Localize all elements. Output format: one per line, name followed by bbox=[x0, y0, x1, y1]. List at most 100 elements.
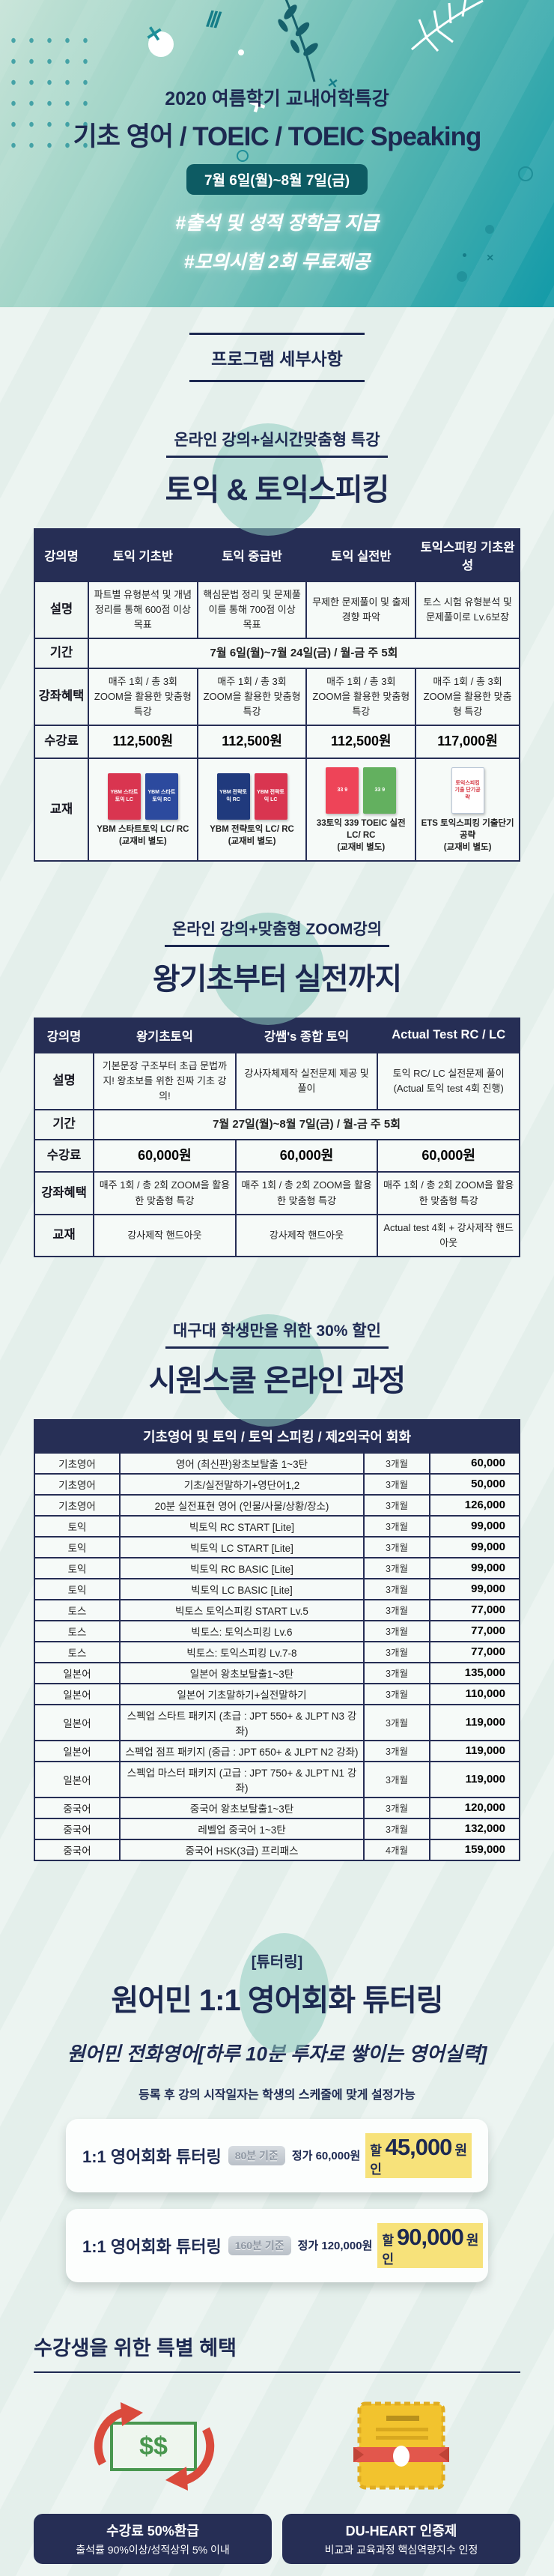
course-category: 토익 bbox=[34, 1535, 121, 1558]
textbook-cover: YBM 스타트 토익 LC bbox=[107, 773, 141, 820]
course-duration: 4개월 bbox=[363, 1838, 430, 1861]
page-title: 기초 영어 / TOEIC / TOEIC Speaking bbox=[73, 122, 482, 151]
course-duration: 3개월 bbox=[363, 1598, 430, 1621]
course-category: 토익 bbox=[34, 1514, 121, 1538]
course-category: 토스 bbox=[34, 1640, 121, 1663]
course-price: 110,000 bbox=[429, 1682, 520, 1705]
ring-decoration bbox=[518, 166, 533, 181]
description-row: 설명 기본문장 구조부터 초급 문법까지! 왕초보를 위한 진짜 기초 강의! … bbox=[33, 1051, 520, 1111]
section-siwonschool-online: 대구대 학생만을 위한 30% 할인 시원스쿨 온라인 과정 기초영어 및 토익… bbox=[0, 1313, 554, 1861]
benefit-refund: $$ 수강료 50%환급 출석률 90%이상/성적상위 5% 이내 bbox=[34, 2391, 272, 2564]
course-duration: 3개월 bbox=[363, 1640, 430, 1663]
course-row: 일본어 일본어 기초말하기+실전말하기 3개월 110,000 bbox=[34, 1682, 520, 1705]
section3-title: 시원스쿨 온라인 과정 bbox=[148, 1364, 406, 1397]
benefit-title: DU-HEART 인증제 bbox=[345, 2523, 457, 2539]
col-header-beginner: 왕기초토익 bbox=[93, 1017, 237, 1053]
circle-decoration bbox=[148, 31, 174, 57]
course-price: 77,000 bbox=[429, 1619, 520, 1642]
duration-badge: 80분 기준 bbox=[228, 2145, 285, 2165]
col-header-name: 강의명 bbox=[34, 528, 89, 582]
benefit-badge: DU-HEART 인증제 비교과 교육과정 핵심역량지수 인정 bbox=[282, 2513, 520, 2564]
row-label-textbook: 교재 bbox=[34, 757, 89, 862]
textbook-cover: YBM 스타트 토익 RC bbox=[144, 773, 178, 820]
discount-label: 할인 bbox=[382, 2233, 395, 2267]
course-category: 기초영어 bbox=[34, 1451, 121, 1475]
row-label-fee: 수강료 bbox=[34, 725, 89, 759]
row-label-fee: 수강료 bbox=[33, 1138, 95, 1173]
leaf-branch-decoration bbox=[278, 0, 318, 82]
textbook-cell: YBM 스타트 토익 LC YBM 스타트 토익 RC YBM 스타트토익 LC/… bbox=[88, 757, 198, 862]
benefit-title: 수강료 50%환급 bbox=[106, 2523, 199, 2539]
course-benefit: 매주 1회 / 총 3회 ZOOM을 활용한 맞춤형 특강 bbox=[415, 667, 520, 727]
benefit-description: 비교과 교육과정 핵심역량지수 인정 bbox=[324, 2543, 478, 2556]
textbook-title: 33토익 339 TOEIC 실전 LC/ RC bbox=[316, 818, 406, 840]
course-price: 99,000 bbox=[429, 1556, 520, 1579]
course-row: 일본어 스펙업 스타트 패키지 (초급 : JPT 550+ & JLPT N3… bbox=[34, 1703, 520, 1741]
benefits-title: 수강생을 위한 특별 혜택 bbox=[34, 2332, 520, 2373]
tutoring-price-card-80min: 1:1 영어회화 튜터링 80분 기준 정가 60,000원 할인 45,000… bbox=[66, 2118, 488, 2192]
textbook-cover: 33 9 bbox=[363, 767, 397, 814]
course-name: 빅토익 LC START [Lite] bbox=[119, 1535, 365, 1558]
textbook-cell: YBM 전략토익 RC YBM 전략토익 LC YBM 전략토익 LC/ RC (… bbox=[196, 757, 308, 862]
course-benefit: 매주 1회 / 총 3회 ZOOM을 활용한 맞춤형 특강 bbox=[88, 667, 198, 727]
tutoring-course-name: 1:1 영어회화 튜터링 bbox=[82, 2237, 222, 2256]
table-header-row: 기초영어 및 토익 / 토익 스피킹 / 제2외국어 회화 bbox=[34, 1418, 520, 1454]
textbook-row: 교재 YBM 스타트 토익 LC YBM 스타트 토익 RC YBM 스타트토익 … bbox=[34, 757, 520, 862]
course-benefit: 매주 1회 / 총 2회 ZOOM을 활용한 맞춤형 특강 bbox=[377, 1171, 520, 1215]
tutoring-tag: [튜터링] bbox=[251, 1953, 303, 1971]
course-name: 빅토스: 토익스피킹 Lv.6 bbox=[119, 1619, 365, 1642]
textbook-cover: YBM 전략토익 LC bbox=[254, 773, 287, 820]
course-price: 119,000 bbox=[429, 1703, 520, 1741]
section2-overtitle: 온라인 강의+맞춤형 ZOOM강의 bbox=[164, 917, 390, 947]
program-details-header: 프로그램 세부사항 bbox=[189, 333, 365, 382]
course-row: 토익 빅토익 RC BASIC [Lite] 3개월 99,000 bbox=[34, 1556, 520, 1579]
online-course-price-table: 기초영어 및 토익 / 토익 스피킹 / 제2외국어 회화 기초영어 영어 (최… bbox=[34, 1418, 520, 1861]
course-name: 빅토익 LC BASIC [Lite] bbox=[119, 1577, 365, 1600]
course-fee: 112,500원 bbox=[305, 725, 417, 759]
course-description: 강사자체제작 실전문제 제공 및 풀이 bbox=[234, 1051, 379, 1111]
textbook-cell: Actual test 4회 + 강사제작 핸드아웃 bbox=[377, 1213, 520, 1257]
row-label-description: 설명 bbox=[34, 580, 89, 640]
course-price: 99,000 bbox=[429, 1535, 520, 1558]
course-category: 기초영어 bbox=[34, 1493, 121, 1517]
textbook-cover: 33 9 bbox=[326, 767, 359, 814]
course-name: 20분 실전표현 영어 (인물/사물/상황/장소) bbox=[119, 1493, 365, 1517]
list-price: 정가 60,000원 bbox=[291, 2150, 361, 2163]
course-row: 일본어 스펙업 점프 패키지 (중급 : JPT 650+ & JLPT N2 … bbox=[34, 1739, 520, 1762]
course-duration: 3개월 bbox=[363, 1472, 430, 1496]
course-price: 126,000 bbox=[429, 1493, 520, 1517]
course-duration: 3개월 bbox=[363, 1619, 430, 1642]
tutoring-title: 원어민 1:1 영어회화 튜터링 bbox=[111, 1983, 443, 2017]
course-fee: 117,000원 bbox=[415, 725, 520, 759]
course-duration: 3개월 bbox=[363, 1577, 430, 1600]
row-label-benefit: 강좌혜택 bbox=[33, 1171, 95, 1215]
course-name: 기초/실전말하기+영단어1,2 bbox=[119, 1472, 365, 1496]
course-name: 빅토익 RC START [Lite] bbox=[119, 1514, 365, 1538]
course-duration: 3개월 bbox=[363, 1451, 430, 1475]
certificate-icon bbox=[353, 2391, 449, 2503]
toeic-course-table: 강의명 토익 기초반 토익 중급반 토익 실전반 토익스피킹 기초완성 설명 파… bbox=[34, 528, 520, 862]
textbook-cover: 토익스피킹 기출 단기공략 bbox=[451, 767, 484, 814]
palm-leaf-decoration bbox=[411, 0, 484, 52]
course-description: 토스 시험 유형분석 및 문제풀이로 Lv.6보장 bbox=[415, 580, 520, 640]
course-name: 스펙업 점프 패키지 (중급 : JPT 650+ & JLPT N2 강좌) bbox=[119, 1739, 365, 1762]
course-category: 기초영어 bbox=[34, 1472, 121, 1496]
course-name: 일본어 기초말하기+실전말하기 bbox=[119, 1682, 365, 1705]
svg-text:$$: $$ bbox=[139, 2432, 168, 2461]
tutoring-price-card-160min: 1:1 영어회화 튜터링 160분 기준 정가 120,000원 할인 90,0… bbox=[66, 2208, 488, 2282]
course-price: 77,000 bbox=[429, 1640, 520, 1663]
duration-badge: 160분 기준 bbox=[228, 2235, 291, 2255]
course-price: 60,000 bbox=[429, 1451, 520, 1475]
course-fee: 60,000원 bbox=[234, 1138, 379, 1173]
course-description: 파트별 유형분석 및 개념정리를 통해 600점 이상 목표 bbox=[88, 580, 198, 640]
cross-decoration: × bbox=[144, 18, 165, 49]
hero-banner: × + × /// × 2020 여름학기 교내어학특강 기초 영어 / TOE… bbox=[0, 0, 554, 307]
course-price: 120,000 bbox=[429, 1796, 520, 1819]
discount-price: 45,000 bbox=[385, 2133, 453, 2160]
section1-title: 토익 & 토익스피킹 bbox=[165, 474, 390, 507]
discount-label: 할인 bbox=[370, 2143, 382, 2177]
table-header-row: 강의명 왕기초토익 강쌤's 종합 토익 Actual Test RC / LC bbox=[33, 1017, 520, 1053]
course-benefit: 매주 1회 / 총 3회 ZOOM을 활용한 맞춤형 특강 bbox=[305, 667, 417, 727]
circle-decoration bbox=[212, 912, 324, 1025]
